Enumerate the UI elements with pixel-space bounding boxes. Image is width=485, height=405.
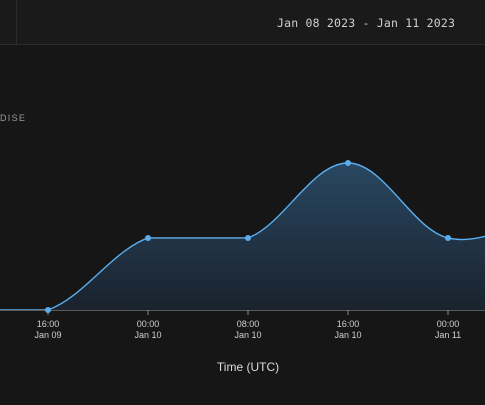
x-tick-label-time: 08:00	[237, 319, 260, 329]
x-tick-label-date: Jan 10	[134, 330, 161, 340]
x-tick-label-date: Jan 09	[34, 330, 61, 340]
data-point[interactable]	[45, 307, 51, 313]
x-tick-label-time: 16:00	[337, 319, 360, 329]
data-point[interactable]	[445, 234, 451, 241]
area-fill	[0, 163, 485, 310]
x-tick-label-time: 16:00	[37, 319, 60, 329]
data-point[interactable]	[245, 234, 251, 241]
data-point[interactable]	[145, 234, 151, 241]
data-points	[45, 160, 451, 313]
x-tick-label-time: 00:00	[137, 319, 160, 329]
x-tick-label-date: Jan 11	[435, 330, 461, 340]
top-bar-left-cell[interactable]	[0, 0, 17, 44]
x-axis-title: Time (UTC)	[217, 360, 279, 374]
top-bar: Jan 08 2023 - Jan 11 2023	[0, 0, 485, 45]
x-tick-label-time: 00:00	[437, 319, 460, 329]
panel-title: DISE	[0, 113, 27, 123]
x-tick-label-date: Jan 10	[234, 330, 261, 340]
area-layer	[0, 162, 485, 311]
data-point[interactable]	[345, 160, 351, 166]
x-tick-label-date: Jan 10	[334, 330, 361, 340]
date-range-picker[interactable]: Jan 08 2023 - Jan 11 2023	[277, 16, 456, 30]
